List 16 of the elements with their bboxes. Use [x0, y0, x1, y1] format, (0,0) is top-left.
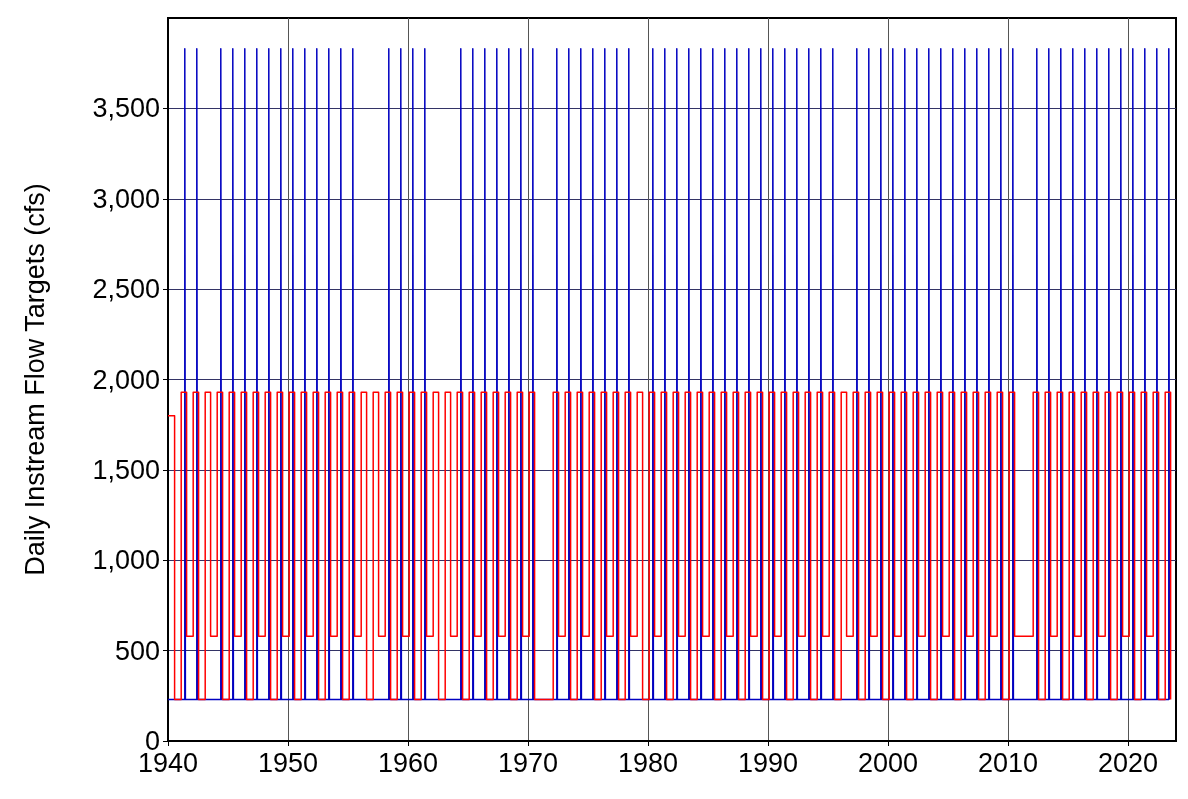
- y-tick-label: 3,000: [92, 183, 160, 214]
- y-tick-label: 1,500: [92, 454, 160, 485]
- x-tick-label: 1970: [497, 747, 559, 778]
- x-tick-label: 2020: [1097, 747, 1159, 778]
- x-tick-label: 2000: [857, 747, 919, 778]
- x-tick-label: 2010: [977, 747, 1039, 778]
- x-tick-label: 1980: [617, 747, 679, 778]
- y-axis-title: Daily Instream Flow Targets (cfs): [19, 183, 50, 576]
- y-tick-label: 3,500: [92, 93, 160, 124]
- x-tick-label: 1990: [737, 747, 799, 778]
- y-tick-label: 500: [114, 635, 160, 666]
- y-tick-label: 2,000: [92, 364, 160, 395]
- x-tick-label: 1950: [257, 747, 319, 778]
- y-tick-label: 2,500: [92, 274, 160, 305]
- x-tick-label: 1960: [377, 747, 439, 778]
- y-tick-label: 1,000: [92, 545, 160, 576]
